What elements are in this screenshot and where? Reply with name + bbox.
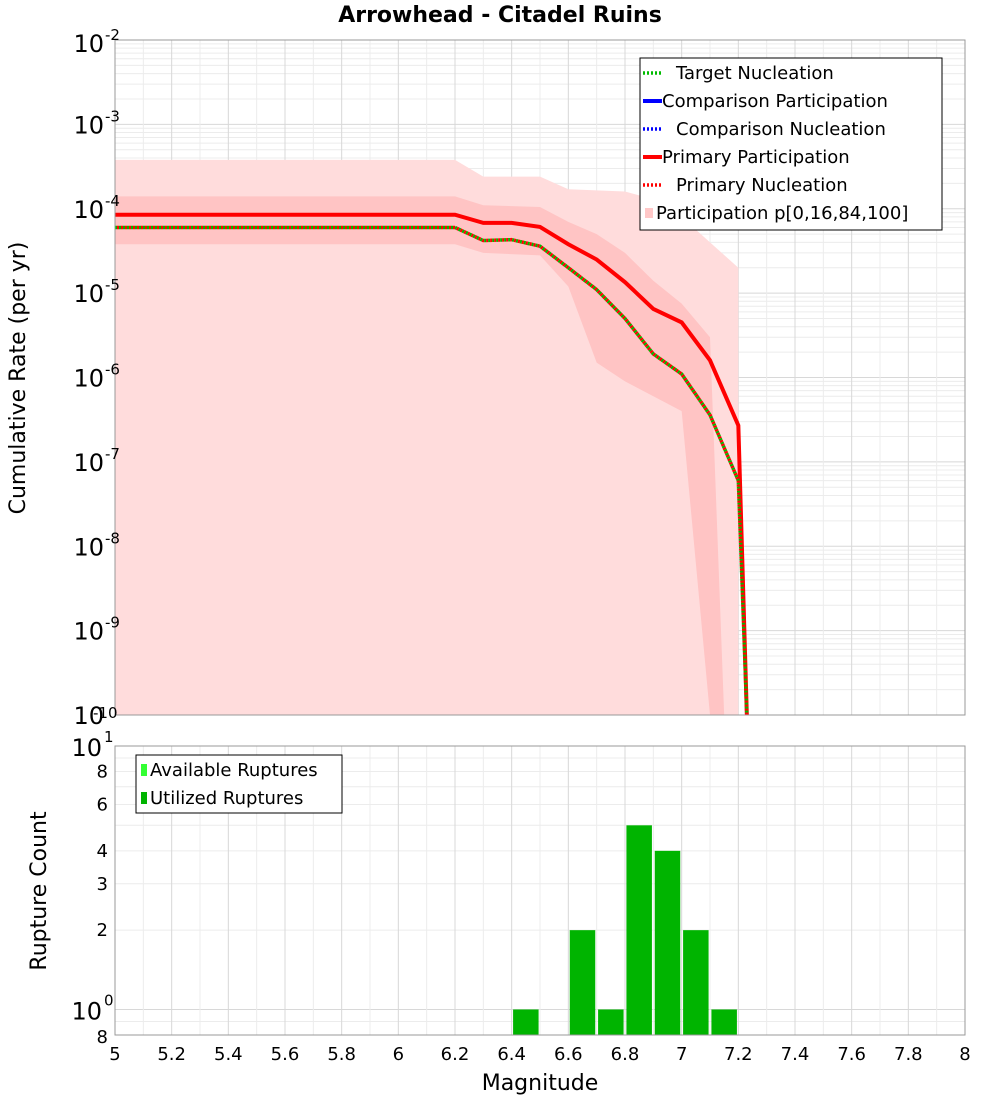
rate-y-tick-base: 10 — [73, 30, 104, 58]
rate-y-tick-exponent: -9 — [105, 614, 120, 632]
legend-comparison-participation-label: Comparison Participation — [662, 91, 888, 112]
rate-y-tick-base: 10 — [73, 111, 104, 139]
legend-comparison-nucleation-label: Comparison Nucleation — [676, 119, 886, 140]
rate-y-tick-exponent: -2 — [105, 26, 120, 44]
count-y-tick-label: 6 — [97, 794, 108, 815]
magnitude-x-tick-label: 6.2 — [441, 1044, 470, 1065]
count-y-tick-label: 8 — [97, 762, 108, 783]
rupture-bar — [598, 1009, 624, 1035]
rupture-bar — [711, 1009, 737, 1035]
legend-participation-p-0-16-84-100--swatch — [645, 208, 653, 218]
count-y-decade-exponent: 0 — [104, 991, 114, 1009]
rate-y-tick-exponent: -10 — [93, 704, 118, 722]
magnitude-x-tick-label: 7 — [676, 1044, 687, 1065]
rupture-bars — [513, 825, 737, 1035]
legend-utilized-ruptures-swatch — [141, 792, 147, 804]
rupture-bar — [569, 930, 596, 1035]
magnitude-x-tick-label: 5 — [109, 1044, 120, 1065]
rate-y-tick-exponent: -3 — [105, 107, 120, 125]
rate-y-tick-base: 10 — [73, 449, 104, 477]
chart-title: Arrowhead - Citadel Ruins — [338, 3, 662, 28]
magnitude-x-tick-label: 5.6 — [271, 1044, 300, 1065]
rate-y-tick-base: 10 — [73, 196, 104, 224]
rate-plot-frame — [114, 39, 966, 716]
rupture-bar — [513, 1009, 539, 1035]
count-y-tick-label: 2 — [97, 920, 108, 941]
rate-y-axis-label: Cumulative Rate (per yr) — [6, 242, 31, 515]
count-y-tick-label: 3 — [97, 874, 108, 895]
rate-y-tick-base: 10 — [73, 533, 104, 561]
magnitude-x-tick-label: 5.8 — [327, 1044, 356, 1065]
magnitude-x-tick-label: 6.8 — [611, 1044, 640, 1065]
legend-utilized-ruptures-label: Utilized Ruptures — [150, 788, 303, 809]
magnitude-x-tick-label: 6 — [393, 1044, 404, 1065]
rate-y-tick-base: 10 — [73, 618, 104, 646]
count-legend: Available Ruptures Utilized Ruptures — [135, 754, 343, 814]
magnitude-x-tick-label: 7.8 — [894, 1044, 923, 1065]
rupture-bar — [654, 850, 681, 1035]
line-primary-participation — [115, 212, 749, 716]
count-y-tick-label: 8 — [97, 1027, 108, 1048]
magnitude-x-tick-label: 7.4 — [781, 1044, 810, 1065]
magnitude-x-tick-label: 5.2 — [157, 1044, 186, 1065]
rate-plot: 10-210-310-410-510-610-710-810 -910-10 Cu… — [6, 26, 966, 730]
legend-primary-participation-label: Primary Participation — [662, 147, 850, 168]
count-y-decade-base: 10 — [71, 734, 102, 762]
rate-lines — [115, 212, 749, 716]
legend-available-ruptures-label: Available Ruptures — [150, 760, 318, 781]
legend-primary-nucleation-label: Primary Nucleation — [676, 175, 848, 196]
legend-participation-p-0-16-84-100--label: Participation p[0,16,84,100] — [656, 203, 908, 224]
magnitude-x-tick-label: 6.4 — [497, 1044, 526, 1065]
x-axis-label: Magnitude — [482, 1071, 599, 1096]
count-y-axis-label: Rupture Count — [27, 811, 52, 971]
rate-y-tick-exponent: -6 — [105, 361, 120, 379]
count-plot-frame — [114, 745, 966, 1036]
participation-bands — [115, 159, 739, 716]
rate-y-tick-exponent: -5 — [105, 276, 120, 294]
rate-y-tick-exponent: -4 — [105, 192, 120, 210]
legend-target-nucleation-label: Target Nucleation — [675, 63, 834, 84]
count-y-tick-label: 4 — [97, 841, 108, 862]
rate-y-tick-base: 10 — [73, 365, 104, 393]
magnitude-x-tick-label: 8 — [959, 1044, 970, 1065]
rupture-bar — [683, 930, 709, 1035]
rate-y-tick-base: 10 — [73, 280, 104, 308]
count-y-decade-exponent: 1 — [104, 728, 114, 746]
rupture-bar — [626, 825, 652, 1035]
rate-legend: Target Nucleation Comparison Participatio… — [639, 57, 943, 231]
magnitude-x-tick-label: 6.6 — [554, 1044, 583, 1065]
count-y-decade-base: 10 — [71, 997, 102, 1025]
rate-legend-box — [639, 57, 943, 231]
rate-y-tick-base: 10 — [73, 702, 104, 730]
count-legend-box — [135, 754, 343, 814]
rate-y-tick-exponent: -7 — [105, 445, 120, 463]
rate-y-tick-exponent: -8 — [105, 529, 120, 547]
magnitude-x-tick-label: 7.2 — [724, 1044, 753, 1065]
legend-available-ruptures-swatch — [141, 764, 147, 776]
line-primary-nucleation — [115, 225, 749, 716]
rate-y-ticks: 10-210-310-410-510-610-710-810 -910-10 — [73, 26, 120, 730]
line-target-nucleation — [115, 225, 749, 716]
magnitude-x-tick-label: 7.6 — [837, 1044, 866, 1065]
magnitude-x-tick-label: 5.4 — [214, 1044, 243, 1065]
magnitude-x-ticks: 5 5.2 5.4 5.6 5.8 6 6.2 6.4 6.6 6.8 7 7.2 7.4 7.6 7.8 8 — [109, 1044, 970, 1065]
